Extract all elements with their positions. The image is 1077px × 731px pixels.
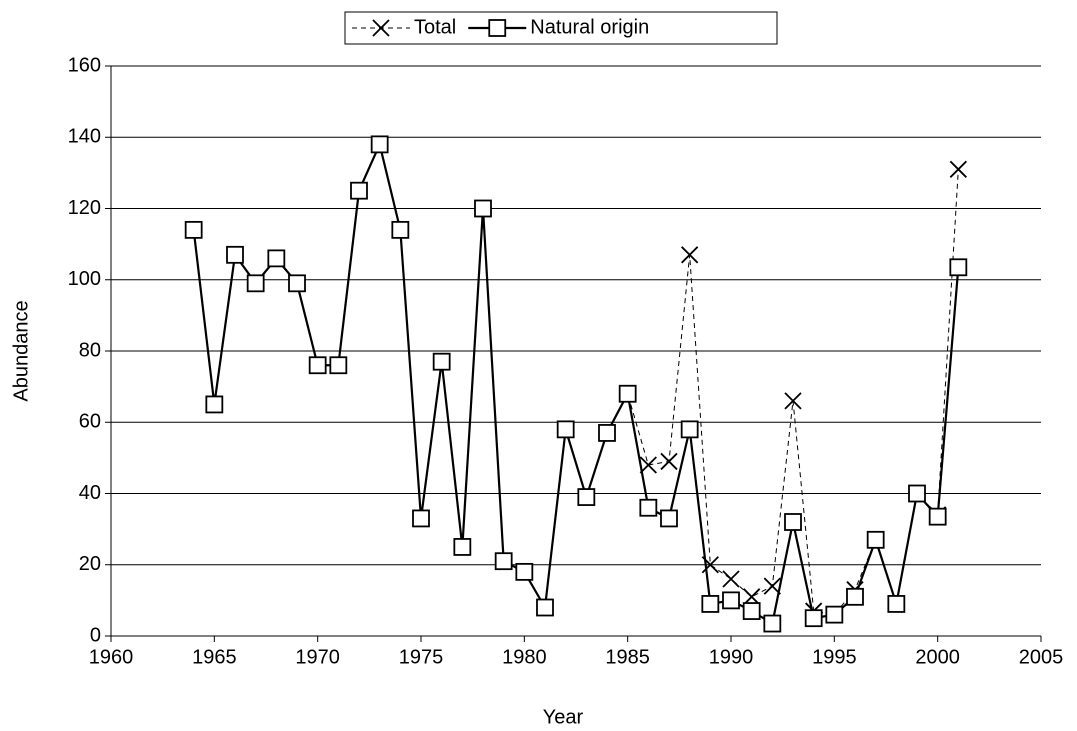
marker-x bbox=[681, 246, 699, 264]
marker-square bbox=[453, 538, 472, 556]
marker-x bbox=[372, 19, 390, 37]
marker-square bbox=[804, 609, 823, 628]
x-tick-label: 1970 bbox=[295, 646, 340, 668]
marker-square bbox=[205, 395, 224, 414]
marker-square bbox=[660, 509, 678, 528]
marker-square bbox=[308, 356, 327, 375]
marker-square bbox=[722, 591, 740, 610]
marker-square bbox=[908, 484, 926, 503]
y-tick-label: 20 bbox=[79, 553, 101, 575]
marker-square bbox=[329, 356, 348, 375]
marker-square bbox=[949, 258, 968, 277]
x-tick-label: 2000 bbox=[915, 646, 960, 668]
marker-square bbox=[846, 587, 864, 606]
marker-x bbox=[660, 452, 678, 471]
marker-x bbox=[763, 577, 781, 595]
marker-square bbox=[701, 595, 720, 613]
marker-square bbox=[350, 181, 368, 200]
marker-square bbox=[556, 420, 575, 439]
marker-square bbox=[577, 488, 596, 506]
marker-square bbox=[267, 249, 286, 268]
marker-x bbox=[949, 160, 967, 178]
y-tick-label: 40 bbox=[79, 482, 101, 504]
marker-square bbox=[246, 274, 265, 293]
x-axis-label: Year bbox=[543, 706, 584, 728]
marker-square bbox=[928, 507, 947, 526]
x-tick-label: 1965 bbox=[192, 646, 237, 668]
legend-box bbox=[344, 11, 778, 45]
marker-x bbox=[701, 556, 719, 574]
x-tick-label: 1995 bbox=[812, 646, 857, 668]
y-tick-label: 140 bbox=[68, 126, 101, 148]
marker-square bbox=[226, 245, 244, 264]
marker-square bbox=[515, 562, 534, 581]
legend-label: Total bbox=[414, 16, 456, 38]
y-tick-label: 60 bbox=[79, 411, 101, 433]
x-tick-label: 1960 bbox=[89, 646, 134, 668]
marker-x bbox=[784, 392, 802, 410]
marker-square bbox=[639, 498, 658, 517]
marker-square bbox=[184, 220, 203, 239]
legend-label: Natural origin bbox=[530, 16, 649, 38]
x-tick-label: 1990 bbox=[709, 646, 754, 668]
marker-x bbox=[722, 570, 740, 588]
x-tick-label: 1975 bbox=[399, 646, 444, 668]
series-line bbox=[192, 140, 960, 626]
marker-square bbox=[866, 530, 885, 549]
y-tick-label: 80 bbox=[79, 339, 101, 361]
marker-x bbox=[743, 588, 761, 606]
x-tick-label: 1985 bbox=[605, 646, 650, 668]
marker-square bbox=[474, 199, 492, 218]
marker-square bbox=[391, 220, 410, 239]
y-axis-label: Abundance bbox=[10, 300, 32, 401]
marker-square bbox=[618, 384, 637, 403]
marker-square bbox=[488, 19, 507, 37]
x-tick-label: 1980 bbox=[502, 646, 547, 668]
marker-square bbox=[825, 605, 844, 624]
marker-square bbox=[288, 274, 306, 293]
marker-square bbox=[432, 352, 451, 371]
marker-square bbox=[763, 614, 782, 633]
y-tick-label: 0 bbox=[90, 624, 101, 646]
marker-square bbox=[742, 602, 761, 620]
series-line bbox=[193, 142, 959, 616]
marker-square bbox=[598, 424, 616, 442]
marker-square bbox=[412, 509, 430, 528]
marker-square bbox=[536, 598, 554, 617]
marker-square bbox=[680, 420, 699, 439]
marker-x bbox=[639, 456, 657, 474]
marker-square bbox=[887, 595, 906, 613]
y-tick-label: 160 bbox=[68, 54, 101, 76]
y-tick-label: 120 bbox=[68, 197, 101, 219]
marker-square bbox=[370, 135, 389, 154]
y-tick-label: 100 bbox=[68, 268, 101, 290]
marker-square bbox=[494, 552, 513, 571]
x-tick-label: 2005 bbox=[1019, 646, 1064, 668]
marker-square bbox=[784, 513, 802, 531]
